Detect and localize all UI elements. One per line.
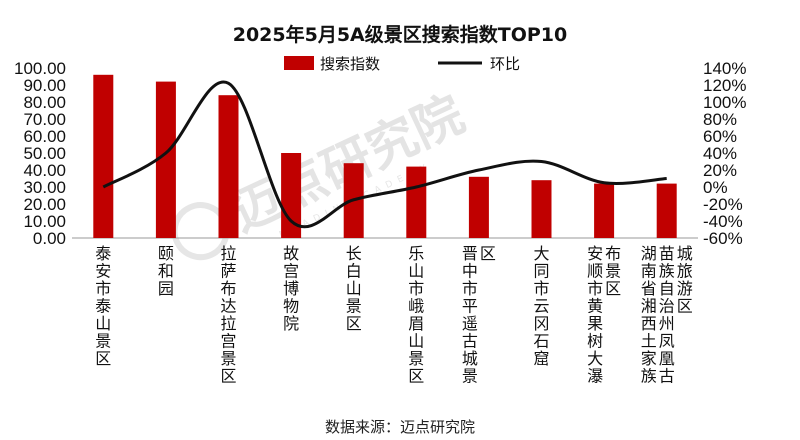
y-left-tick-label: 30.00 — [23, 178, 66, 197]
bar-search-index — [93, 74, 114, 238]
y-left-tick-label: 100.00 — [14, 59, 66, 78]
y-left-tick-label: 50.00 — [23, 144, 66, 163]
legend-bar-swatch — [284, 56, 314, 70]
legend-bar-label: 搜索指数 — [320, 55, 380, 73]
legend-line-label: 环比 — [490, 55, 520, 73]
x-category-label-column: 长白山景区 — [346, 244, 362, 333]
y-left-tick-label: 10.00 — [23, 212, 66, 231]
x-category-label: 颐和园 — [158, 244, 174, 298]
y-left-tick-label: 0.00 — [33, 229, 66, 248]
bar-search-index — [656, 183, 677, 238]
x-category-label: 乐山市峨眉山景区 — [408, 244, 424, 386]
x-category-label-column: 晋中市平遥古城景 — [462, 244, 478, 386]
bar-search-index — [155, 81, 176, 238]
bar-search-index — [594, 183, 615, 238]
bar-search-index — [468, 176, 489, 238]
x-category-label-column: 乐山市峨眉山景区 — [408, 244, 424, 386]
data-source: 数据来源：迈点研究院 — [325, 418, 475, 436]
y-left-tick-label: 80.00 — [23, 93, 66, 112]
x-category-label: 长白山景区 — [346, 244, 362, 333]
x-category-label-column: 拉萨布达拉宫景区 — [220, 244, 236, 386]
x-category-label-column: 大同市云冈石窟 — [533, 244, 549, 368]
y-right-tick-label: 40% — [703, 144, 737, 163]
x-category-label-column: 安顺市黄果树大瀑 — [587, 244, 603, 386]
bar-search-index — [218, 95, 239, 238]
y-right-tick-label: 140% — [703, 59, 746, 78]
x-category-label: 拉萨布达拉宫景区 — [220, 244, 236, 386]
y-right-tick-label: 100% — [703, 93, 746, 112]
x-category-label-column: 区 — [480, 244, 496, 263]
y-right-tick-label: 80% — [703, 110, 737, 129]
x-category-label: 泰安市泰山景区 — [95, 244, 111, 368]
x-category-label-column: 故宫博物院 — [283, 244, 299, 333]
bar-search-index — [406, 166, 427, 238]
legend: 搜索指数 环比 — [284, 55, 520, 73]
y-right-tick-label: -40% — [703, 212, 743, 231]
y-right-tick-label: 120% — [703, 76, 746, 95]
x-category-label-column: 泰安市泰山景区 — [95, 244, 111, 368]
x-category-label-column: 颐和园 — [158, 244, 174, 298]
x-category-label-column: 湖南省湘西土家族 — [641, 244, 657, 386]
y-left-tick-label: 60.00 — [23, 127, 66, 146]
y-left-tick-label: 20.00 — [23, 195, 66, 214]
x-category-label: 大同市云冈石窟 — [533, 244, 549, 368]
y-right-tick-label: 0% — [703, 178, 728, 197]
x-category-label: 故宫博物院 — [283, 244, 299, 333]
bar-search-index — [531, 180, 552, 238]
y-left-tick-label: 70.00 — [23, 110, 66, 129]
y-left-tick-label: 40.00 — [23, 161, 66, 180]
y-right-tick-label: -20% — [703, 195, 743, 214]
x-category-label-column: 城旅游区 — [677, 244, 693, 316]
x-category-label-column: 苗族自治州凤凰古 — [659, 244, 675, 386]
y-right-tick-label: 20% — [703, 161, 737, 180]
mom-trend-line — [102, 80, 667, 229]
x-category-label-column: 布景区 — [605, 244, 621, 298]
chart-title: 2025年5月5A级景区搜索指数TOP10 — [233, 23, 568, 46]
y-right-tick-label: -60% — [703, 229, 743, 248]
y-right-tick-label: 60% — [703, 127, 737, 146]
y-left-tick-label: 90.00 — [23, 76, 66, 95]
